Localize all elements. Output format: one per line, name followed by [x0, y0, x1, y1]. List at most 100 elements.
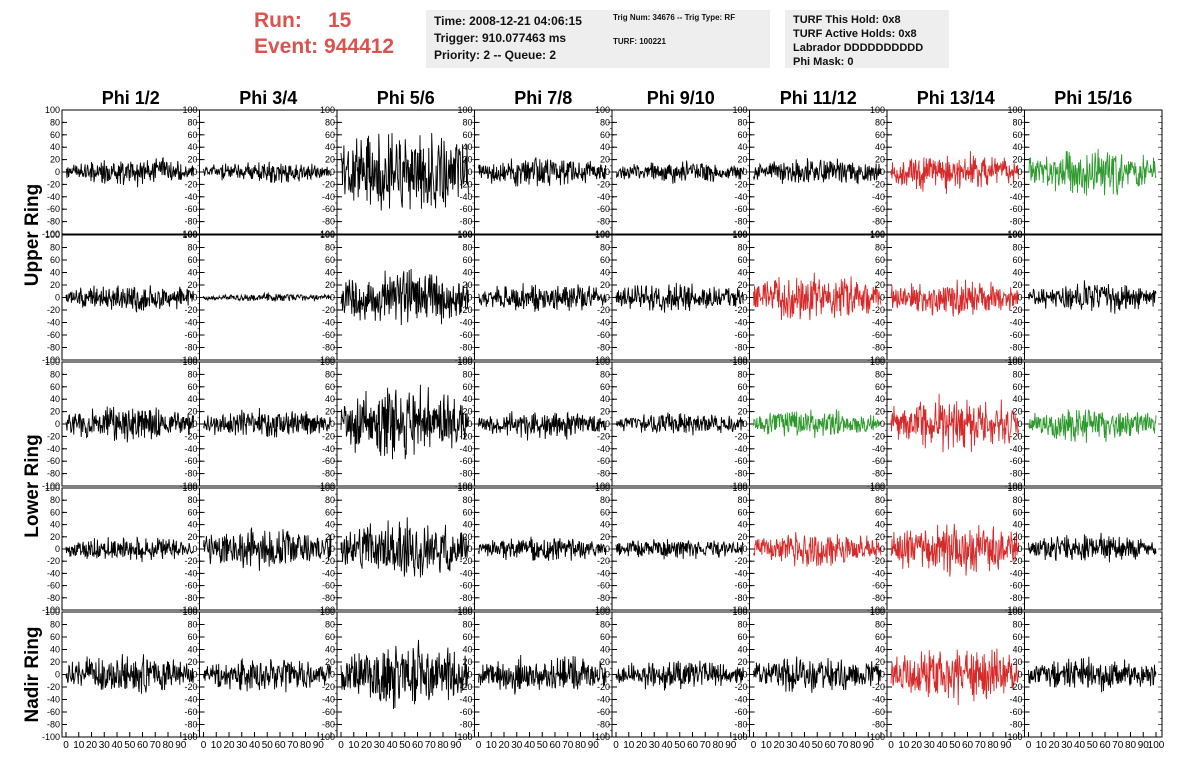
x-tick-label: 60	[274, 740, 286, 751]
y-tick-label: 80	[875, 620, 885, 630]
y-tick-label: -80	[1009, 343, 1022, 353]
x-tick-label: 90	[175, 740, 187, 751]
y-tick-label: 60	[600, 632, 610, 642]
y-tick-label: -20	[459, 431, 472, 441]
y-tick-label: 20	[325, 657, 335, 667]
y-tick-label: 100	[732, 230, 747, 240]
y-tick-label: -20	[47, 682, 60, 692]
y-tick-label: 100	[45, 105, 60, 115]
y-tick-label: -100	[729, 481, 747, 491]
y-tick-label: -20	[1009, 556, 1022, 566]
y-tick-label: -80	[1009, 720, 1022, 730]
y-tick-label: -100	[454, 229, 472, 239]
y-tick-label: 80	[737, 620, 747, 630]
y-tick-label: 60	[600, 255, 610, 265]
y-tick-label: -60	[322, 581, 335, 591]
y-tick-label: 20	[462, 532, 472, 542]
x-tick-label: 80	[850, 740, 862, 751]
y-tick-label: 20	[1012, 532, 1022, 542]
y-tick-label: -80	[184, 593, 197, 603]
waveform-panel: -100 -80 -60 -40 -20 0 20 40 60 80 100	[867, 357, 1025, 491]
y-tick-label: 60	[737, 255, 747, 265]
y-tick-label: -80	[734, 720, 747, 730]
y-tick-label: -60	[459, 707, 472, 717]
x-tick-label: 30	[924, 740, 936, 751]
y-tick-label: -80	[597, 720, 610, 730]
y-tick-label: 20	[50, 280, 60, 290]
y-tick-label: 20	[187, 407, 197, 417]
y-tick-label: -100	[317, 481, 335, 491]
y-tick-label: 100	[1007, 357, 1022, 367]
y-tick-label: -80	[459, 217, 472, 227]
y-tick-label: 40	[325, 394, 335, 404]
y-tick-label: -100	[592, 605, 610, 615]
column-title: Phi 7/8	[514, 88, 572, 108]
y-tick-label: -80	[597, 469, 610, 479]
event-row: Event: 944412	[254, 34, 394, 60]
waveform-trace	[65, 536, 194, 563]
waveform-panel: -100 -80 -60 -40 -20 0 20 40 60 80 100	[454, 483, 613, 615]
y-tick-label: -60	[184, 456, 197, 466]
y-tick-label: 100	[182, 230, 197, 240]
y-tick-label: 100	[595, 357, 610, 367]
x-tick-label: 80	[987, 740, 999, 751]
y-tick-label: 40	[50, 268, 60, 278]
y-tick-label: 0	[742, 419, 747, 429]
y-tick-label: -20	[734, 179, 747, 189]
y-tick-label: 40	[1012, 142, 1022, 152]
y-tick-label: -20	[872, 556, 885, 566]
y-tick-label: -20	[734, 431, 747, 441]
run-label: Run:	[254, 9, 302, 32]
y-tick-label: -60	[47, 456, 60, 466]
y-tick-label: -20	[47, 305, 60, 315]
waveform-trace	[1028, 409, 1157, 443]
y-tick-label: -100	[454, 732, 472, 742]
column-title: Phi 1/2	[102, 88, 160, 108]
y-tick-label: 60	[737, 507, 747, 517]
x-tick-label: 50	[262, 740, 274, 751]
column-title: Phi 9/10	[647, 88, 715, 108]
y-tick-label: 80	[875, 117, 885, 127]
waveform-trace	[65, 156, 194, 188]
y-tick-label: -80	[597, 343, 610, 353]
y-tick-label: -20	[872, 682, 885, 692]
y-tick-label: 100	[320, 105, 335, 115]
y-tick-label: -80	[322, 217, 335, 227]
y-tick-label: -20	[597, 179, 610, 189]
y-tick-label: 80	[462, 243, 472, 253]
y-tick-label: -80	[184, 343, 197, 353]
column-title: Phi 5/6	[377, 88, 435, 108]
x-tick-label: 10	[211, 740, 223, 751]
y-tick-label: -20	[1009, 682, 1022, 692]
y-tick-label: -20	[1009, 431, 1022, 441]
y-tick-label: 40	[737, 142, 747, 152]
x-tick-label: 20	[498, 740, 510, 751]
waveform-trace	[1028, 148, 1157, 196]
y-tick-label: -60	[1009, 204, 1022, 214]
y-tick-label: -100	[179, 355, 197, 365]
x-tick-label: 90	[725, 740, 737, 751]
x-tick-label: 30	[649, 740, 661, 751]
y-tick-label: -20	[459, 179, 472, 189]
waveform-panel: -100 -80 -60 -40 -20 0 20 40 60 80 100	[317, 357, 475, 491]
y-tick-label: 80	[50, 369, 60, 379]
y-tick-label: 60	[325, 255, 335, 265]
waveform-panel: -100 -80 -60 -40 -20 0 20 40 60 80 100	[592, 230, 750, 365]
waveform-trace	[753, 409, 882, 439]
priority-text: Priority: 2 -- Queue: 2	[434, 48, 557, 62]
y-tick-label: -100	[592, 229, 610, 239]
x-tick-label: 80	[712, 740, 724, 751]
y-tick-label: -40	[322, 192, 335, 202]
y-tick-label: 0	[330, 293, 335, 303]
y-tick-label: 60	[462, 130, 472, 140]
waveform-panel: -100 -80 -60 -40 -20 0 20 40 60 80 100	[42, 357, 200, 491]
y-tick-label: -80	[734, 343, 747, 353]
y-tick-label: 40	[462, 142, 472, 152]
y-tick-label: 60	[875, 255, 885, 265]
waveform-trace	[203, 527, 332, 571]
waveform-trace	[203, 658, 332, 693]
y-tick-label: -20	[1009, 305, 1022, 315]
y-tick-label: 0	[1017, 670, 1022, 680]
waveform-trace	[65, 654, 194, 694]
y-tick-label: -80	[872, 343, 885, 353]
